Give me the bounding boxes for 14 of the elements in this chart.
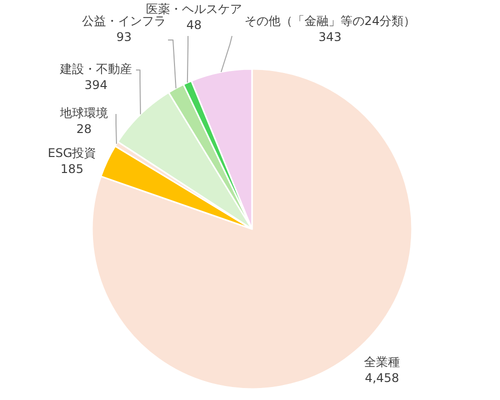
data-label: 28 (76, 122, 92, 136)
slice-label: 建設・不動産 (59, 62, 132, 76)
data-label: 93 (116, 30, 132, 44)
data-label: 394 (84, 78, 108, 92)
data-label: 48 (186, 18, 202, 32)
slice-label: 医薬・ヘルスケア (146, 2, 242, 16)
data-label: 343 (318, 30, 342, 44)
slice-label: 全業種 (364, 355, 400, 369)
data-label: 4,458 (364, 371, 400, 385)
data-label: 185 (60, 162, 84, 176)
slice-label: ESG投資 (48, 146, 96, 160)
slice-label: その他（「金融」等の24分類） (244, 14, 416, 28)
slice-label: 公益・インフラ (82, 14, 166, 28)
slice-label: 地球環境 (59, 106, 108, 120)
